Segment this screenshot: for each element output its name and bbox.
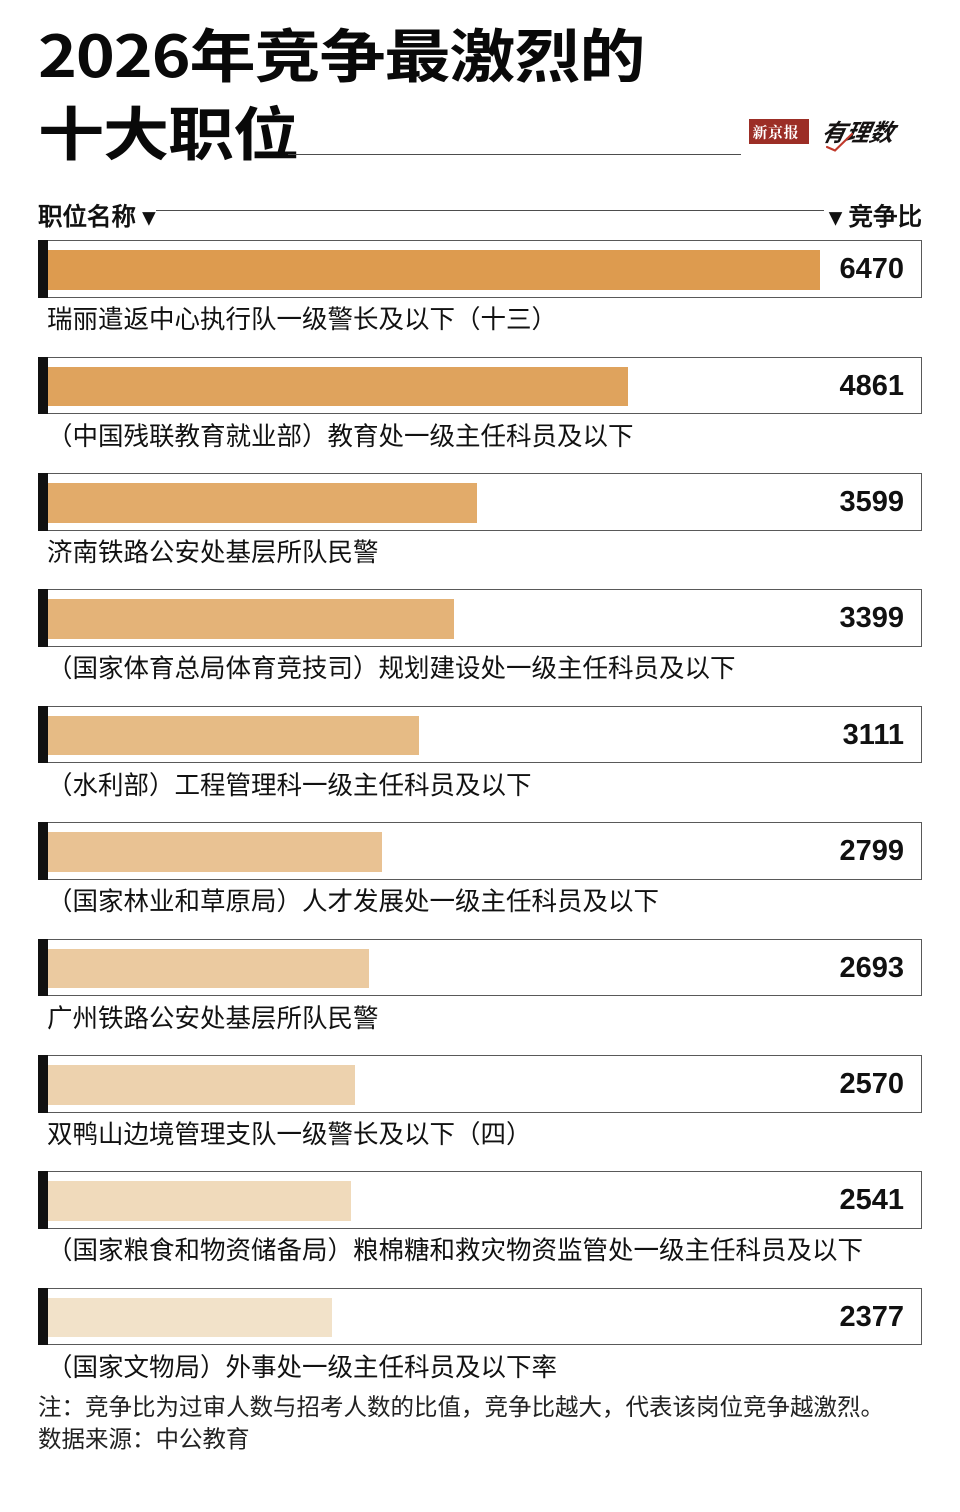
svg-text:有理数: 有理数 — [819, 118, 902, 148]
svg-text:新京报: 新京报 — [753, 122, 800, 143]
